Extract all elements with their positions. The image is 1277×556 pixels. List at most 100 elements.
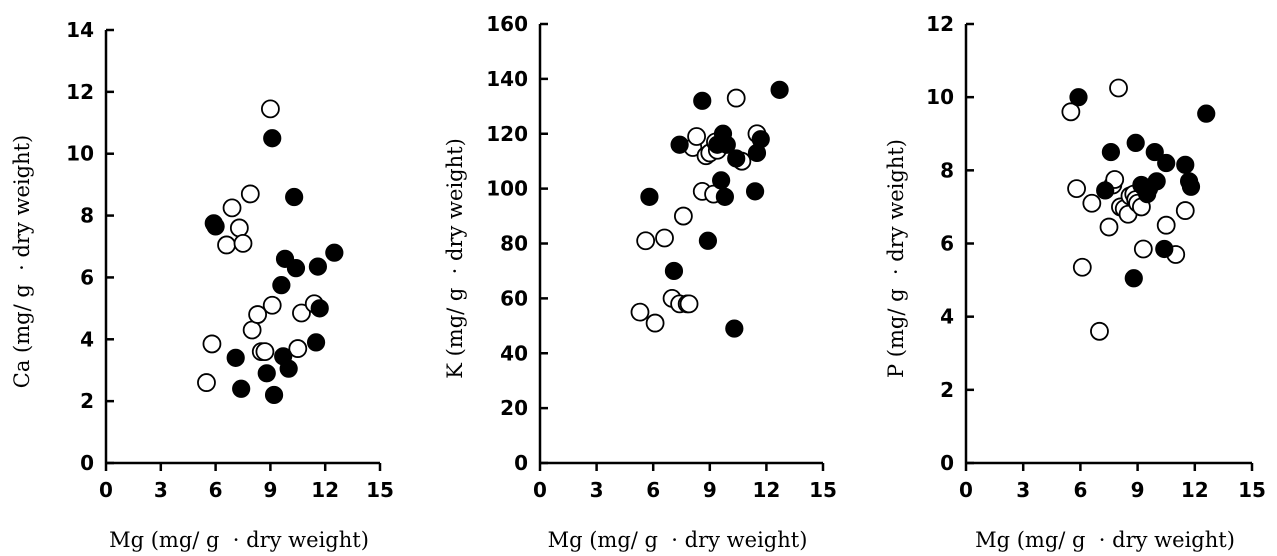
data-point-p-open-18	[1156, 215, 1176, 235]
data-point-p-filled-12	[1157, 153, 1176, 173]
data-point-p-filled-11	[1155, 239, 1174, 259]
data-point-k-open-10	[687, 127, 706, 146]
data-point-p-filled-16	[1197, 104, 1216, 123]
data-point-k-filled-3	[693, 91, 712, 110]
data-point-k-open-17	[726, 88, 746, 108]
data-point-ca-open-10	[255, 342, 275, 362]
y-tick-label: 60	[500, 286, 528, 310]
data-point-p-open-17	[1133, 239, 1153, 259]
y-tick-label: 120	[486, 122, 528, 146]
data-point-p-filled-3	[1124, 269, 1143, 288]
x-tick-label: 0	[99, 478, 113, 502]
y-tick-label: 0	[940, 451, 954, 475]
x-axis-title: Mg (mg/ g · dry weight)	[548, 528, 808, 552]
x-tick-label: 12	[1181, 478, 1209, 502]
data-point-p-open-4	[1090, 321, 1109, 341]
x-axis-title: Mg (mg/ g · dry weight)	[109, 528, 369, 552]
y-tick-label: 2	[80, 389, 94, 413]
x-tick-label: 6	[209, 478, 223, 502]
x-axis-title: Mg (mg/ g · dry weight)	[975, 528, 1235, 552]
y-tick-label: 0	[514, 451, 528, 475]
data-point-ca-open-13	[288, 339, 308, 358]
panel-p-vs-mg: 0 2 4 6 8 10 12 0 3 6 9 12 15 Mg (mg/ g · dry weight)…	[884, 12, 1266, 552]
data-point-ca-open-11	[260, 99, 280, 119]
panel-ca-vs-mg: 0 2 4 6 8 10 12 14 0 3 6 9 12 15 Mg (mg/ g · dry weigh…	[10, 18, 394, 552]
data-point-p-open-5	[1099, 217, 1119, 237]
data-point-ca-filled-10	[279, 359, 298, 378]
data-point-k-filled-14	[751, 130, 770, 149]
x-tick-label: 6	[1073, 478, 1087, 502]
data-point-ca-open-8	[248, 305, 268, 324]
data-point-p-filled-9	[1145, 142, 1164, 162]
y-axis-title: Ca (mg/ g · dry weight)	[10, 135, 34, 388]
data-point-p-open-1	[1067, 179, 1086, 199]
data-point-ca-filled-7	[272, 276, 291, 295]
x-tick-label: 12	[752, 478, 780, 502]
panel-k-vs-mg: 0 20 40 60 80 100 120 140 160 0 3 6 9 12 15 Mg (mg/ g ·…	[443, 12, 837, 552]
data-point-ca-filled-11	[285, 187, 304, 207]
x-tick-label: 9	[703, 478, 717, 502]
data-point-k-filled-0	[640, 187, 659, 206]
x-tick-label: 0	[533, 478, 547, 502]
y-tick-label: 140	[486, 67, 528, 91]
x-tick-label: 15	[1238, 478, 1266, 502]
data-point-p-open-0	[1061, 102, 1081, 122]
data-point-k-open-1	[636, 231, 656, 251]
data-point-k-open-8	[679, 294, 699, 314]
data-point-k-filled-2	[670, 135, 689, 154]
x-tick-label: 6	[646, 478, 660, 502]
data-point-p-filled-1	[1096, 181, 1115, 200]
data-point-k-filled-11	[727, 149, 746, 168]
data-point-ca-open-1	[202, 334, 222, 354]
data-point-ca-filled-2	[226, 348, 245, 367]
data-point-ca-open-7	[242, 320, 262, 340]
y-tick-label: 8	[80, 204, 94, 228]
data-point-ca-filled-14	[308, 257, 327, 276]
y-tick-label: 6	[80, 265, 94, 289]
y-tick-label: 8	[940, 158, 954, 182]
data-point-ca-filled-13	[306, 333, 326, 352]
data-point-k-open-0	[630, 302, 650, 322]
y-tick-label: 2	[940, 378, 954, 402]
data-point-ca-open-4	[229, 218, 249, 238]
x-tick-label: 3	[154, 478, 168, 502]
data-point-ca-filled-6	[264, 385, 284, 405]
y-tick-label: 4	[80, 327, 94, 351]
data-point-k-filled-4	[698, 231, 718, 250]
data-point-p-filled-13	[1176, 155, 1195, 174]
y-tick-label: 40	[500, 341, 528, 365]
data-point-p-filled-4	[1126, 133, 1145, 152]
data-point-k-open-6	[673, 206, 693, 226]
data-point-p-open-20	[1175, 201, 1195, 220]
data-point-ca-filled-15	[310, 299, 329, 318]
x-tick-label: 3	[590, 478, 604, 502]
data-point-k-filled-15	[770, 80, 789, 99]
y-tick-label: 10	[66, 142, 94, 166]
data-point-p-open-3	[1082, 193, 1102, 213]
data-point-k-filled-8	[715, 187, 734, 206]
x-tick-label: 9	[263, 478, 277, 502]
data-point-p-open-8	[1109, 78, 1128, 98]
data-point-k-filled-9	[717, 135, 736, 154]
data-point-ca-open-0	[197, 373, 216, 392]
x-tick-label: 15	[366, 478, 394, 502]
y-tick-label: 12	[926, 12, 954, 36]
y-tick-label: 0	[80, 451, 94, 475]
y-tick-label: 12	[66, 80, 94, 104]
data-point-k-open-3	[655, 228, 674, 248]
data-point-ca-open-14	[292, 303, 311, 323]
y-tick-label: 6	[940, 232, 954, 256]
y-tick-label: 4	[940, 305, 954, 329]
data-point-ca-filled-4	[257, 364, 276, 383]
data-point-p-open-2	[1072, 257, 1092, 277]
data-point-k-filled-10	[725, 319, 744, 338]
data-point-ca-filled-12	[286, 259, 306, 278]
y-tick-label: 10	[926, 85, 954, 109]
x-tick-label: 0	[959, 478, 973, 502]
data-point-p-filled-10	[1147, 172, 1166, 191]
data-point-ca-filled-16	[325, 243, 344, 262]
data-point-p-filled-15	[1181, 177, 1201, 196]
y-axis-title: P (mg/ g · dry weight)	[884, 139, 908, 378]
data-point-ca-filled-3	[232, 379, 251, 398]
